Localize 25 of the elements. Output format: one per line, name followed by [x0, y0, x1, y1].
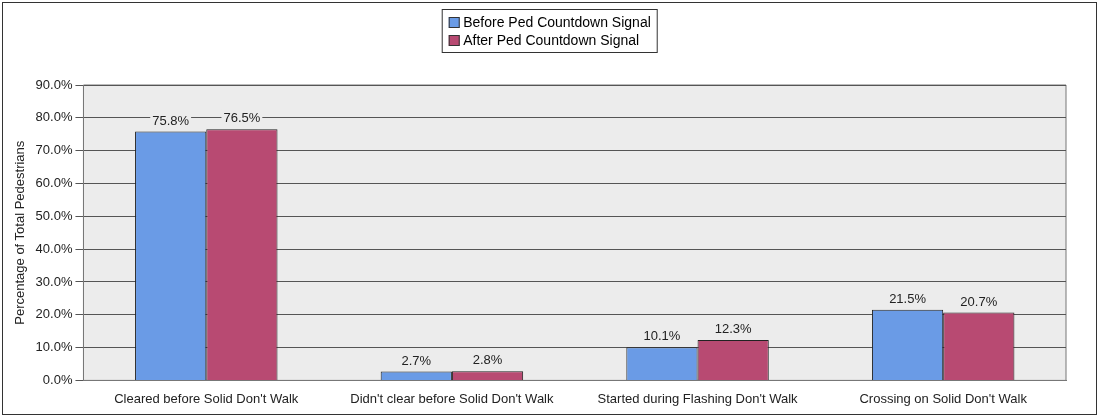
data-label: 2.8% — [472, 352, 503, 368]
legend-label: Before Ped Countdown Signal — [463, 14, 651, 30]
y-tick-label: 30.0% — [35, 273, 73, 289]
data-label: 75.8% — [152, 112, 190, 128]
x-tick-label: Didn't clear before Solid Don't Walk — [350, 390, 554, 406]
data-label: 2.7% — [401, 352, 432, 368]
x-tick-label: Crossing on Solid Don't Walk — [859, 390, 1028, 406]
data-label: 10.1% — [643, 328, 681, 344]
y-tick-label: 70.0% — [35, 142, 73, 158]
x-tick-label: Started during Flashing Don't Walk — [597, 390, 799, 406]
y-tick-label: 50.0% — [35, 207, 73, 223]
y-axis-title: Percentage of Total Pedestrians — [12, 140, 28, 325]
data-label: 20.7% — [960, 293, 998, 309]
y-tick-label: 90.0% — [35, 76, 73, 92]
y-tick-label: 40.0% — [35, 240, 73, 256]
y-tick-label: 80.0% — [35, 109, 73, 125]
x-tick-label: Cleared before Solid Don't Walk — [114, 390, 299, 406]
legend-label: After Ped Countdown Signal — [463, 32, 640, 48]
y-tick-label: 60.0% — [35, 175, 73, 191]
data-label: 21.5% — [889, 290, 927, 306]
y-tick-label: 10.0% — [35, 339, 73, 355]
y-tick-label: 0.0% — [42, 371, 73, 387]
data-label: 12.3% — [714, 321, 753, 337]
y-tick-label: 20.0% — [35, 306, 73, 322]
data-label: 76.5% — [223, 110, 261, 126]
